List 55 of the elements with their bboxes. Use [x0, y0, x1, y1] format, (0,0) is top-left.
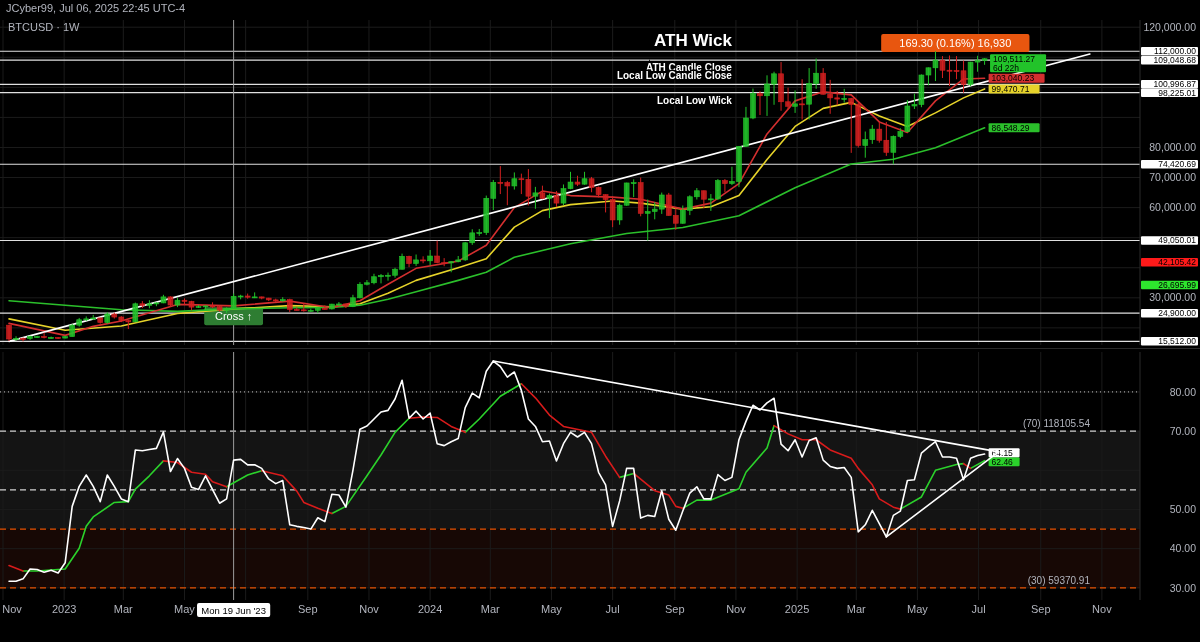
x-tick-label: Sep	[298, 603, 318, 615]
y-tick-label: 120,000.00	[1143, 20, 1197, 33]
y-tick-label: 50.00	[1169, 503, 1197, 516]
x-tick-label: May	[907, 603, 929, 615]
ref-line-label: 74,420.69	[1158, 159, 1197, 170]
annotation: ATH Wick	[653, 31, 733, 51]
annotation: Local Low Candle Close	[616, 70, 733, 82]
text: 42,105.42	[1158, 257, 1197, 268]
ref-line-label: 15,512.00	[1158, 336, 1197, 347]
ref-line-label: 100,996.87	[1153, 79, 1197, 90]
data-label: 99,470.71	[991, 83, 1030, 94]
annotation: Cross ↑	[214, 310, 253, 323]
ref-line-label: 109,048.68	[1153, 55, 1197, 66]
data-label: 62.46	[991, 456, 1014, 467]
y-tick-label: 70,000.00	[1149, 171, 1197, 184]
x-tick-label: Jul	[971, 603, 986, 615]
x-tick-label: 2025	[784, 603, 810, 615]
x-tick-label: Nov	[1092, 603, 1113, 615]
x-tick-label: Jul	[605, 603, 620, 615]
x-tick-label: Nov	[2, 603, 23, 615]
x-tick-label: Nov	[359, 603, 380, 615]
x-tick-label: May	[174, 603, 196, 615]
annotation: Local Low Wick	[657, 94, 733, 106]
x-tick-label: 2024	[417, 603, 443, 615]
text: 26,695.99	[1158, 279, 1197, 290]
text: JCyber99, Jul 06, 2025 22:45 UTC-4	[6, 2, 186, 14]
chart-title: BTCUSD · 1W	[8, 21, 81, 33]
x-tick-label: May	[541, 603, 563, 615]
x-tick-label: 2023	[51, 603, 77, 615]
y-tick-label: 40.00	[1169, 542, 1197, 555]
ref-line-label: 24,900.00	[1158, 308, 1197, 319]
y-tick-label: 60,000.00	[1149, 201, 1197, 214]
y-tick-label: 30.00	[1169, 581, 1197, 594]
data-label: 86,548.29	[991, 122, 1030, 133]
y-tick-label: 80.00	[1169, 385, 1197, 398]
x-tick-label: Mar	[480, 603, 501, 615]
x-tick-label: Sep	[1030, 603, 1051, 615]
ref-line-label: 98,225.01	[1158, 87, 1197, 98]
ref-line-label: Mon 19 Jun '23	[201, 604, 266, 616]
ref-line-label: (30) 59370.91	[1027, 574, 1091, 586]
x-tick-label: Mar	[846, 603, 867, 615]
y-tick-label: 80,000.00	[1149, 141, 1197, 154]
text: 109,511.27	[993, 53, 1035, 64]
x-tick-label: Nov	[726, 603, 747, 615]
ref-line-label: 49,050.01	[1158, 235, 1197, 246]
ref-line-label: 112,000.00	[1154, 46, 1197, 57]
ref-line-label: (70) 118105.54	[1022, 418, 1091, 430]
data-label: 103,040.23	[991, 73, 1035, 84]
x-tick-label: Mar	[113, 603, 134, 615]
y-tick-label: 30,000.00	[1149, 291, 1197, 304]
annotation: 169.30 (0.16%) 16,930	[899, 37, 1012, 49]
annotation: 6d 22h	[993, 62, 1020, 73]
callout-box: 169.30 (0.16%) 16,930	[881, 34, 1030, 52]
x-tick-label: Sep	[664, 603, 685, 615]
y-tick-label: 70.00	[1169, 424, 1197, 437]
